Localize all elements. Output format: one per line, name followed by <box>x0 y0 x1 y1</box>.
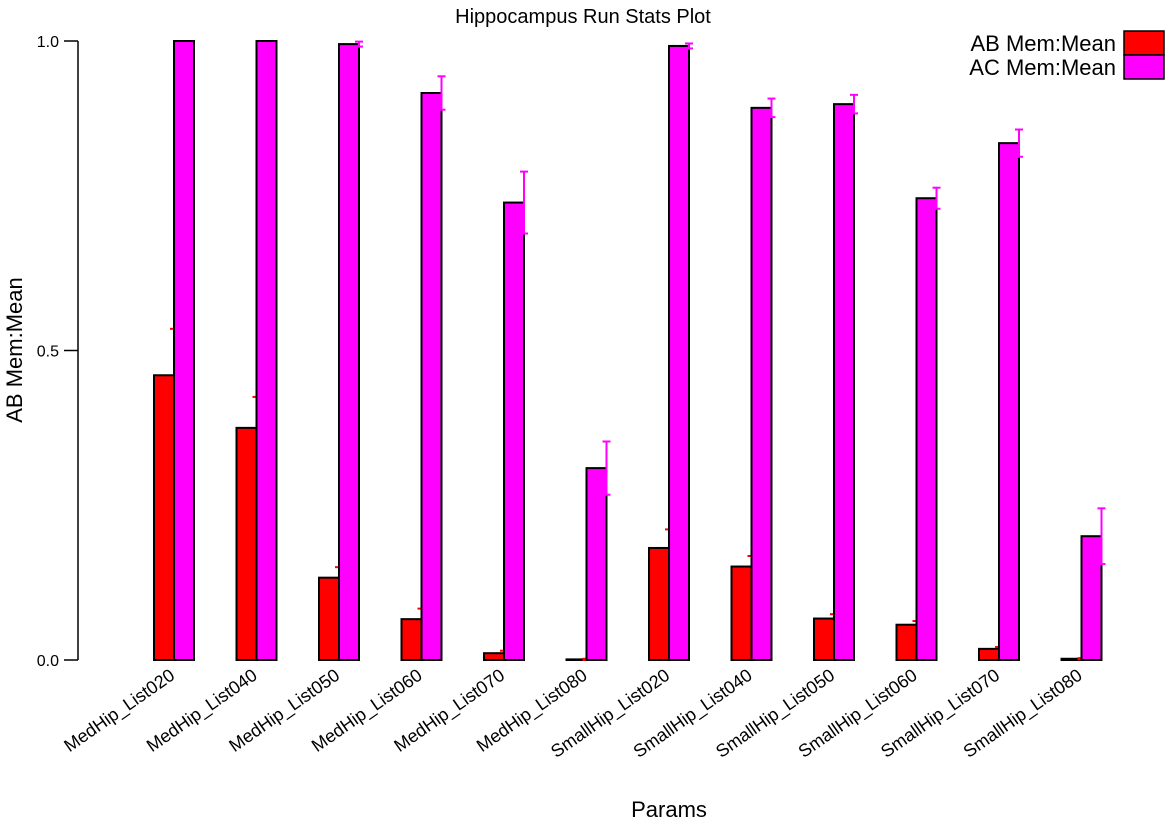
error-bar <box>1097 507 1106 566</box>
bar-ac-medhip-list020 <box>173 40 195 661</box>
y-axis-ticks: 0.0 0.5 1.0 <box>37 34 78 670</box>
bar-ac-smallhip-list060 <box>915 197 938 661</box>
error-bar <box>850 93 858 115</box>
error-bar <box>520 170 528 235</box>
legend-label: AB Mem:Mean <box>971 31 1117 56</box>
bar-ac-smallhip-list020 <box>668 44 690 661</box>
bar-ab-smallhip-list020 <box>648 546 670 661</box>
chart-title: Hippocampus Run Stats Plot <box>455 6 711 28</box>
y-tick-label: 0.5 <box>37 344 59 361</box>
bar-ac-medhip-list040 <box>255 40 278 661</box>
bar-ac-medhip-list060 <box>420 91 443 662</box>
bar-ac-smallhip-list070 <box>998 142 1020 661</box>
error-bar <box>1015 128 1023 158</box>
x-tick-labels: MedHip_List020MedHip_List040MedHip_List0… <box>60 665 1086 763</box>
bar-ac-medhip-list070 <box>503 201 525 662</box>
bars-group <box>153 40 1106 662</box>
error-bar <box>602 440 611 496</box>
error-bar <box>685 42 693 50</box>
y-axis-title: AB Mem:Mean <box>2 277 27 423</box>
error-bar <box>932 186 941 210</box>
bar-ab-smallhip-list050 <box>813 617 835 661</box>
bar-ac-medhip-list050 <box>338 43 360 662</box>
bar-ac-smallhip-list050 <box>833 103 855 661</box>
y-tick-label: 1.0 <box>37 34 59 51</box>
bar-ab-smallhip-list060 <box>895 623 918 661</box>
x-axis-title: Params <box>631 797 707 822</box>
bar-ac-medhip-list080 <box>585 467 608 661</box>
error-bar <box>437 75 446 111</box>
bar-ab-medhip-list040 <box>235 426 258 661</box>
error-bar <box>767 97 776 119</box>
bar-ac-smallhip-list040 <box>750 106 773 662</box>
legend-swatch <box>1123 54 1165 80</box>
legend-label: AC Mem:Mean <box>969 55 1116 80</box>
bar-ab-medhip-list020 <box>153 374 175 661</box>
y-tick-label: 0.0 <box>37 653 59 670</box>
bar-ab-medhip-list060 <box>400 618 423 661</box>
error-bar <box>355 40 363 48</box>
bar-ac-smallhip-list080 <box>1080 535 1103 662</box>
bar-ab-medhip-list050 <box>318 576 340 661</box>
bar-ab-smallhip-list040 <box>730 565 753 662</box>
legend-swatch <box>1123 30 1165 56</box>
